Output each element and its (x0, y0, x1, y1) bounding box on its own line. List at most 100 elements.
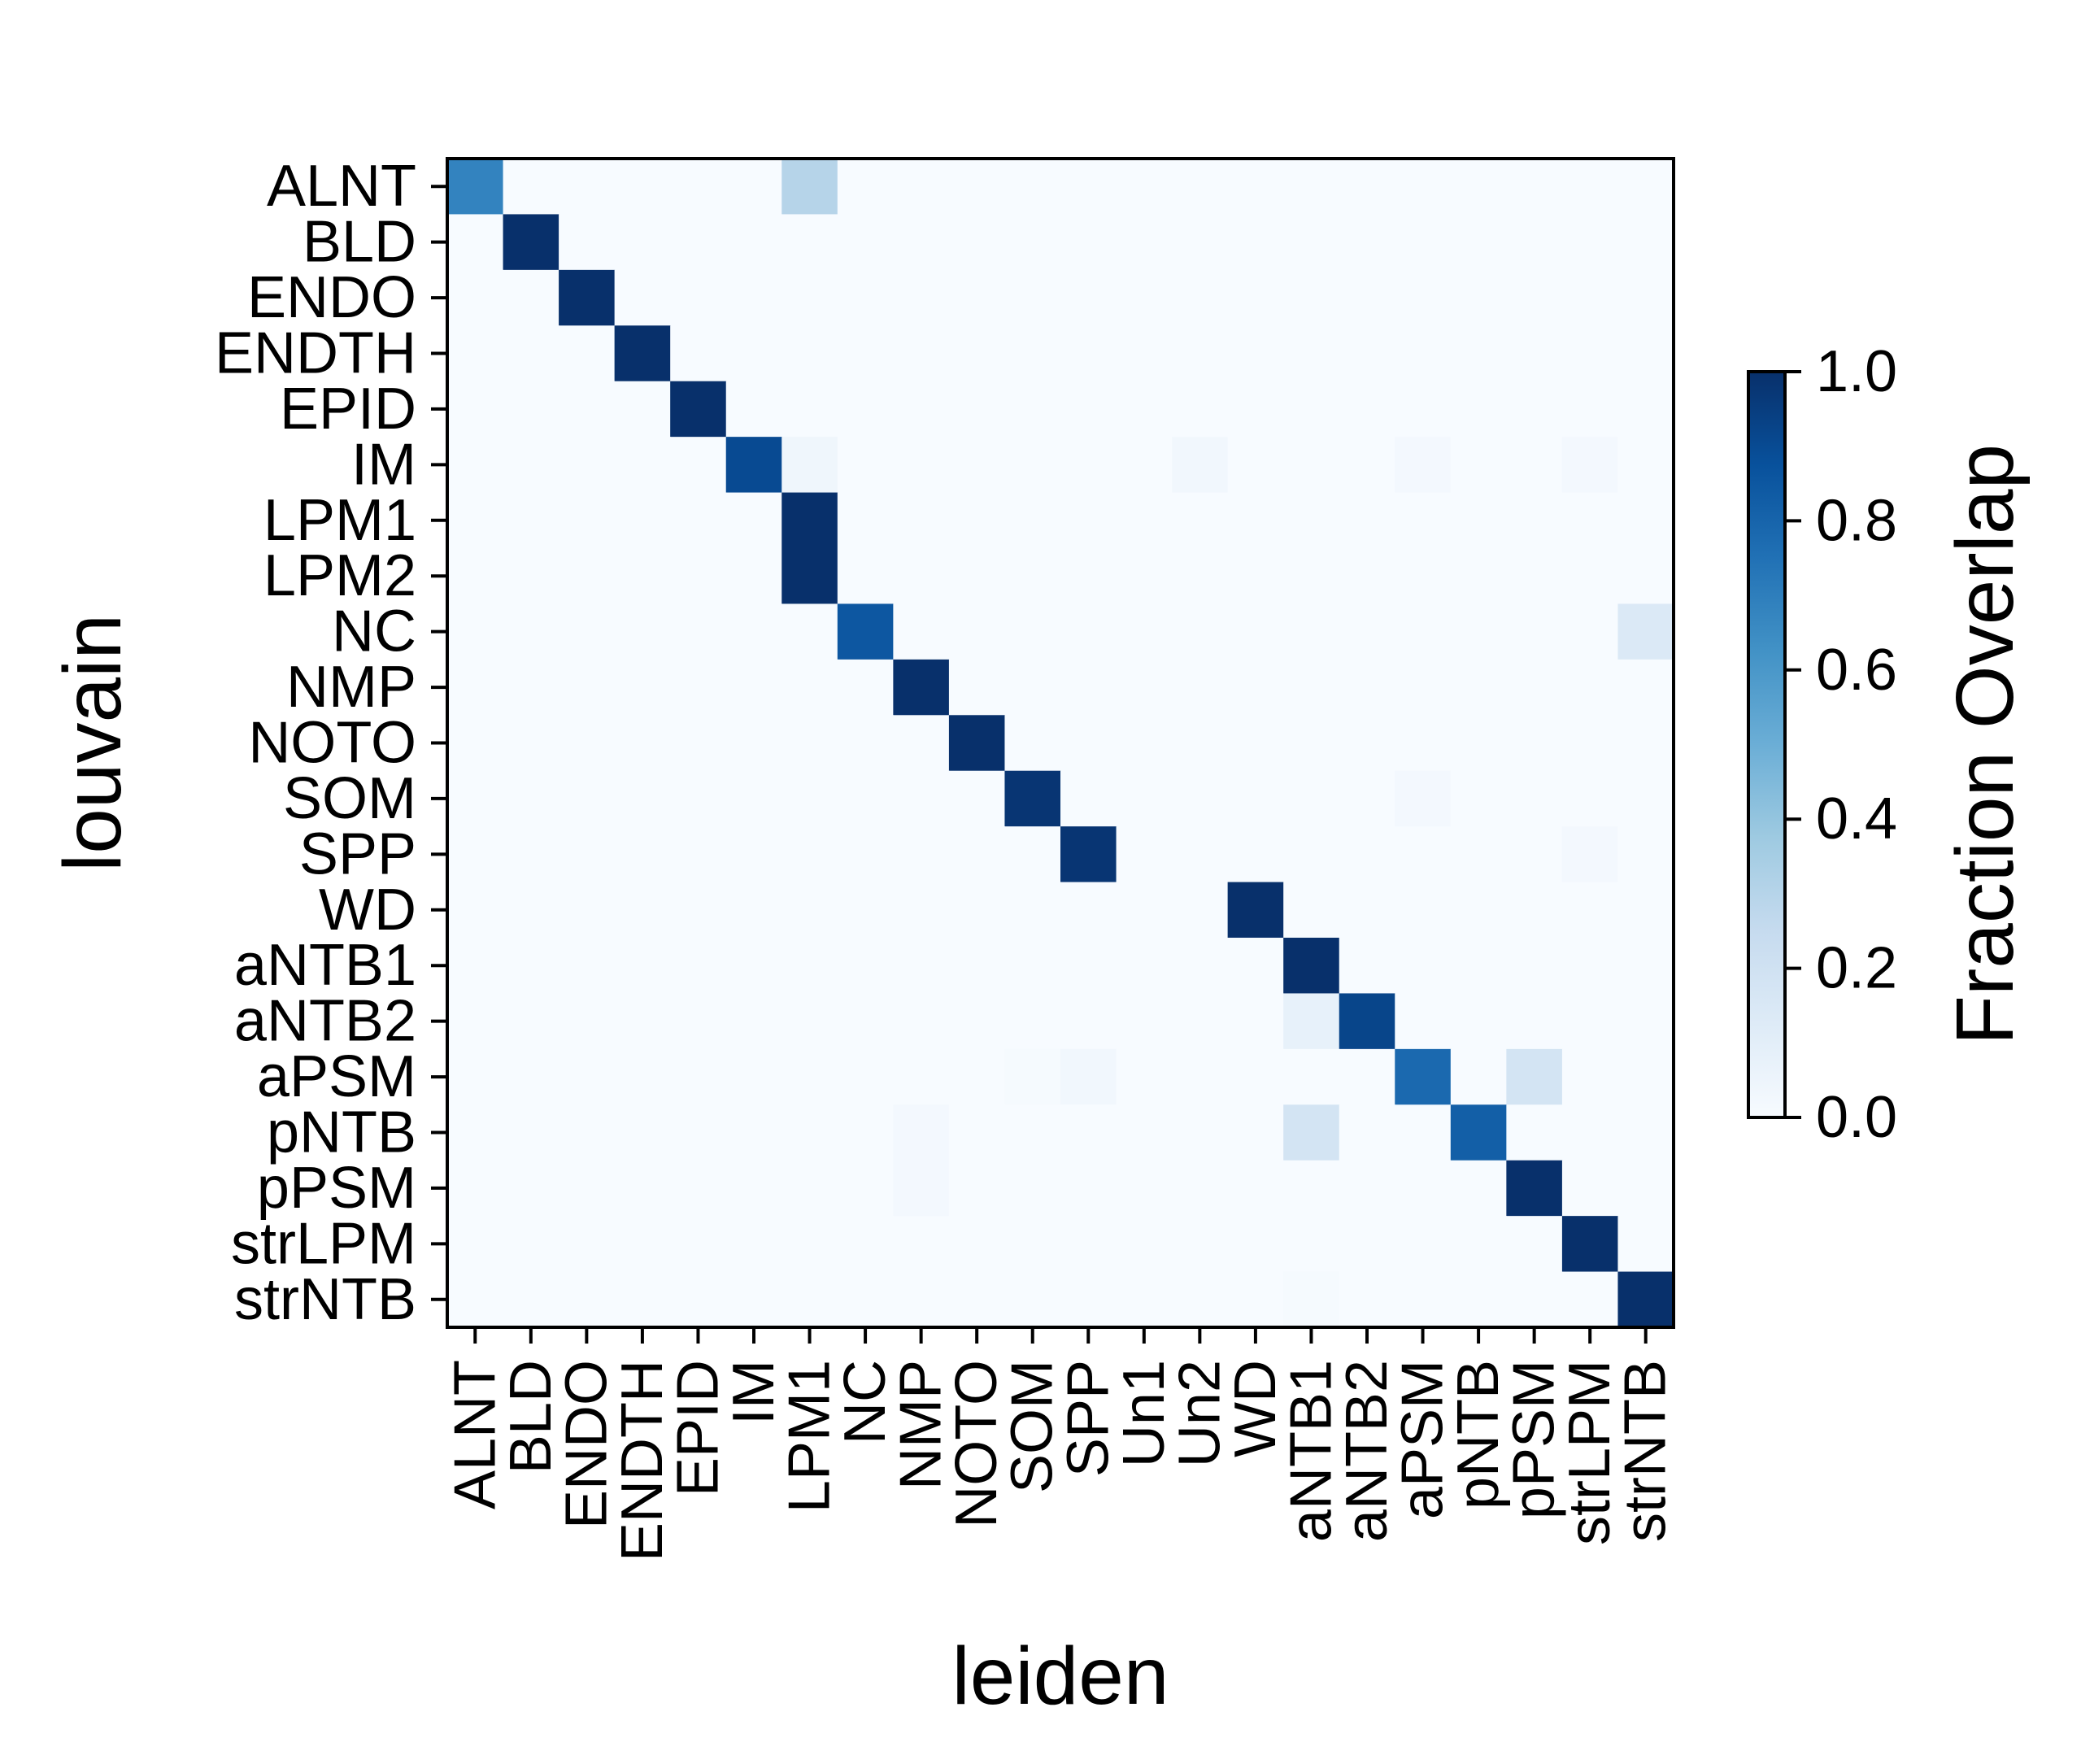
heatmap-cell-WD-SOM (1004, 882, 1061, 939)
heatmap-cell-BLD-SOM (1004, 214, 1061, 271)
heatmap-cell-pPSM-NC (837, 1160, 894, 1217)
heatmap-cell-ENDO-aNTB1 (1283, 269, 1340, 326)
heatmap-cell-NC-Un2 (1172, 603, 1229, 660)
heatmap-cell-ENDO-ALNT (447, 269, 504, 326)
heatmap-cell-pNTB-aPSM (1395, 1104, 1452, 1161)
heatmap-cell-NOTO-pNTB (1450, 715, 1507, 772)
heatmap-cell-LPM1-strNTB (1617, 492, 1674, 549)
heatmap-cell-aNTB2-pPSM (1506, 993, 1563, 1050)
heatmap-cell-pPSM-strLPM (1561, 1160, 1619, 1217)
heatmap-cell-strLPM-Un1 (1116, 1216, 1173, 1273)
heatmap-cell-NC-strNTB (1617, 603, 1674, 660)
y-tick-label-EPID: EPID (280, 377, 416, 442)
heatmap-cell-EPID-LPM1 (781, 381, 838, 438)
heatmap-cell-pNTB-strNTB (1617, 1104, 1674, 1161)
heatmap-cell-strLPM-SOM (1004, 1216, 1061, 1273)
heatmap-cell-strLPM-Un2 (1172, 1216, 1229, 1273)
colorbar-tick-label-1.0: 1.0 (1816, 339, 1897, 404)
heatmap-cell-LPM1-NMP (893, 492, 950, 549)
heatmap-cell-EPID-Un2 (1172, 381, 1229, 438)
heatmap-cell-WD-NOTO (948, 882, 1006, 939)
x-axis: ALNTBLDENDOENDTHEPIDIMLPM1NCNMPNOTOSOMSP… (442, 1327, 1678, 1561)
heatmap-cell-NOTO-SOM (1004, 715, 1061, 772)
heatmap-cell-ENDO-SPP (1060, 269, 1117, 326)
heatmap-cell-pNTB-SPP (1060, 1104, 1117, 1161)
heatmap-cell-NOTO-strNTB (1617, 715, 1674, 772)
heatmap-cell-BLD-EPID (670, 214, 727, 271)
heatmap-cell-aPSM-pPSM (1506, 1048, 1563, 1105)
heatmap-cell-strNTB-IM (725, 1271, 782, 1328)
heatmap-cell-aPSM-pNTB (1450, 1048, 1507, 1105)
heatmap-cell-EPID-ENDO (559, 381, 616, 438)
heatmap-cell-strNTB-ALNT (447, 1271, 504, 1328)
heatmap-cell-ENDTH-EPID (670, 325, 727, 382)
heatmap-cell-pNTB-ENDO (559, 1104, 616, 1161)
heatmap-cell-SPP-strLPM (1561, 826, 1619, 883)
heatmap-cell-LPM1-NOTO (948, 492, 1006, 549)
heatmap-cell-pPSM-SOM (1004, 1160, 1061, 1217)
heatmap-cell-SPP-BLD (503, 826, 559, 883)
heatmap-cell-IM-strNTB (1617, 437, 1674, 494)
heatmap-cell-aNTB1-WD (1227, 938, 1284, 995)
heatmap-cell-ENDO-strNTB (1617, 269, 1674, 326)
heatmap-cell-LPM2-ALNT (447, 548, 504, 605)
heatmap-cell-ALNT-Un2 (1172, 159, 1229, 216)
heatmap-cell-IM-NC (837, 437, 894, 494)
y-tick-label-NC: NC (332, 599, 416, 664)
heatmap-cell-SOM-aNTB1 (1283, 770, 1340, 827)
heatmap-cell-SOM-NOTO (948, 770, 1006, 827)
heatmap-cell-WD-NC (837, 882, 894, 939)
heatmap-cell-aNTB1-pPSM (1506, 938, 1563, 995)
heatmap-cell-NOTO-NOTO (948, 715, 1006, 772)
heatmap-cell-NC-pNTB (1450, 603, 1507, 660)
heatmap-cell-aNTB1-aPSM (1395, 938, 1452, 995)
heatmap-cell-NC-pPSM (1506, 603, 1563, 660)
heatmap-cell-NC-SPP (1060, 603, 1117, 660)
heatmap-cell-LPM2-EPID (670, 548, 727, 605)
heatmap-cell-pNTB-aNTB2 (1339, 1104, 1395, 1161)
heatmap-cell-LPM2-LPM1 (781, 548, 838, 605)
x-tick-label-aNTB1: aNTB1 (1278, 1360, 1343, 1542)
heatmap-cell-BLD-aNTB2 (1339, 214, 1395, 271)
heatmap-cell-LPM2-SPP (1060, 548, 1117, 605)
heatmap-cell-aNTB1-NMP (893, 938, 950, 995)
heatmap-cell-aNTB1-ALNT (447, 938, 504, 995)
heatmap-cell-NC-LPM1 (781, 603, 838, 660)
plot-frame (446, 157, 1675, 1329)
heatmap-cell-aNTB1-pNTB (1450, 938, 1507, 995)
heatmap-cell-strNTB-strNTB (1617, 1271, 1674, 1328)
heatmap-cell-aPSM-strNTB (1617, 1048, 1674, 1105)
heatmap-cell-aNTB2-Un1 (1116, 993, 1173, 1050)
y-tick-label-strNTB: strNTB (234, 1267, 416, 1332)
x-tick-label-NOTO: NOTO (944, 1360, 1009, 1528)
heatmap-cell-SOM-strNTB (1617, 770, 1674, 827)
colorbar-tick-label-0.2: 0.2 (1816, 936, 1897, 1001)
heatmap-cell-ENDTH-aNTB2 (1339, 325, 1395, 382)
heatmap-cell-NMP-ENDTH (614, 659, 671, 716)
heatmap-cell-aPSM-BLD (503, 1048, 559, 1105)
heatmap-cell-strNTB-Un2 (1172, 1271, 1229, 1328)
heatmap-cell-EPID-BLD (503, 381, 559, 438)
heatmap-cell-aNTB2-WD (1227, 993, 1284, 1050)
heatmap-cell-LPM1-Un2 (1172, 492, 1229, 549)
heatmap-cell-strNTB-EPID (670, 1271, 727, 1328)
heatmap-cell-ENDTH-SOM (1004, 325, 1061, 382)
heatmap-cell-SPP-aNTB2 (1339, 826, 1395, 883)
colorbar-tick-label-0.6: 0.6 (1816, 638, 1897, 703)
heatmap-cell-SPP-ALNT (447, 826, 504, 883)
heatmap-cell-WD-Un2 (1172, 882, 1229, 939)
x-tick-label-IM: IM (721, 1360, 786, 1425)
heatmap-cell-ENDO-Un1 (1116, 269, 1173, 326)
heatmap-cell-LPM1-ENDO (559, 492, 616, 549)
heatmap-cell-pPSM-aPSM (1395, 1160, 1452, 1217)
x-tick-label-strLPM: strLPM (1557, 1360, 1622, 1545)
heatmap-cell-NOTO-strLPM (1561, 715, 1619, 772)
x-tick-label-LPM1: LPM1 (777, 1360, 842, 1513)
heatmap-cell-LPM1-pPSM (1506, 492, 1563, 549)
heatmap-cell-aNTB2-ENDTH (614, 993, 671, 1050)
heatmap-cell-aNTB2-ALNT (447, 993, 504, 1050)
heatmap-cell-NMP-EPID (670, 659, 727, 716)
heatmap-cell-NOTO-pPSM (1506, 715, 1563, 772)
heatmap-cell-EPID-ALNT (447, 381, 504, 438)
y-tick-label-SOM: SOM (283, 766, 416, 831)
